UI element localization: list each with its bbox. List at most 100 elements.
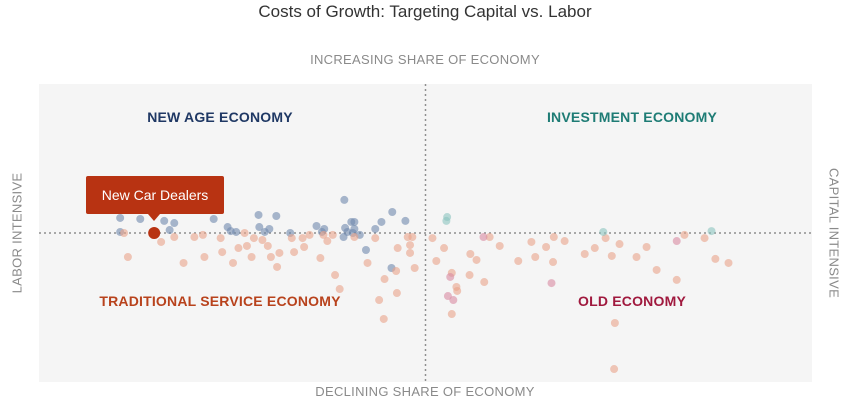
data-point-traditional[interactable] xyxy=(406,248,415,257)
data-point-traditional[interactable] xyxy=(190,233,199,242)
data-point-traditional[interactable] xyxy=(495,241,504,250)
data-point-old[interactable] xyxy=(479,233,488,242)
data-point-old[interactable] xyxy=(547,279,556,288)
data-point-traditional[interactable] xyxy=(724,258,733,267)
data-point-new-age[interactable] xyxy=(255,223,264,232)
data-point-traditional[interactable] xyxy=(601,234,610,243)
data-point-old[interactable] xyxy=(446,272,455,281)
data-point-traditional[interactable] xyxy=(580,250,589,259)
data-point-traditional[interactable] xyxy=(392,289,401,298)
data-point-traditional[interactable] xyxy=(531,252,540,261)
data-point-traditional[interactable] xyxy=(514,257,523,266)
data-point-traditional[interactable] xyxy=(157,237,166,246)
data-point-traditional[interactable] xyxy=(170,233,179,242)
data-point-new-age[interactable] xyxy=(160,216,169,225)
data-point-new-age[interactable] xyxy=(165,226,174,235)
data-point-new-age[interactable] xyxy=(272,212,281,221)
data-point-traditional[interactable] xyxy=(672,275,681,284)
data-point-old[interactable] xyxy=(443,292,452,301)
data-point-traditional[interactable] xyxy=(466,250,475,259)
data-point-traditional[interactable] xyxy=(240,229,249,237)
data-point-new-age[interactable] xyxy=(347,217,356,226)
data-point-traditional[interactable] xyxy=(410,264,419,273)
data-point-traditional[interactable] xyxy=(607,251,616,260)
data-point-traditional[interactable] xyxy=(323,237,332,246)
data-point-traditional[interactable] xyxy=(242,241,251,250)
data-point-traditional[interactable] xyxy=(447,310,456,319)
data-point-traditional[interactable] xyxy=(392,266,401,275)
data-point-new-age[interactable] xyxy=(312,221,321,230)
data-point-traditional[interactable] xyxy=(266,252,275,261)
data-point-traditional[interactable] xyxy=(632,252,641,261)
data-point-new-age[interactable] xyxy=(350,224,359,233)
data-point-traditional[interactable] xyxy=(375,296,384,305)
data-point-traditional[interactable] xyxy=(273,262,282,271)
data-point-traditional[interactable] xyxy=(615,240,624,249)
data-point-traditional[interactable] xyxy=(198,230,207,239)
data-point-new-age[interactable] xyxy=(209,214,218,223)
data-point-new-age[interactable] xyxy=(232,227,241,236)
data-point-traditional[interactable] xyxy=(350,233,359,242)
data-point-traditional[interactable] xyxy=(218,248,227,257)
data-point-new-age[interactable] xyxy=(377,217,386,226)
data-point-traditional[interactable] xyxy=(123,252,132,261)
data-point-traditional[interactable] xyxy=(120,229,129,237)
data-point-traditional[interactable] xyxy=(542,243,551,252)
data-point-traditional[interactable] xyxy=(275,248,284,257)
data-point-traditional[interactable] xyxy=(432,257,441,266)
data-point-traditional[interactable] xyxy=(465,271,474,280)
data-point-traditional[interactable] xyxy=(247,252,256,261)
data-point-new-age[interactable] xyxy=(339,233,348,242)
data-point-old[interactable] xyxy=(672,237,681,246)
data-point-traditional[interactable] xyxy=(363,258,372,267)
data-point-traditional[interactable] xyxy=(287,234,296,243)
data-point-new-age[interactable] xyxy=(136,214,145,223)
data-point-traditional[interactable] xyxy=(549,258,558,267)
data-point-new-age[interactable] xyxy=(170,219,179,228)
data-point-investment[interactable] xyxy=(599,227,608,236)
data-point-traditional[interactable] xyxy=(680,230,689,239)
data-point-traditional[interactable] xyxy=(335,285,344,294)
data-point-traditional[interactable] xyxy=(480,278,489,287)
data-point-traditional[interactable] xyxy=(379,314,388,323)
data-point-traditional[interactable] xyxy=(549,233,558,242)
data-point-traditional[interactable] xyxy=(298,234,307,243)
data-point-traditional[interactable] xyxy=(249,234,258,243)
data-point-traditional[interactable] xyxy=(428,234,437,243)
data-point-traditional[interactable] xyxy=(371,234,380,243)
data-point-investment[interactable] xyxy=(707,227,716,236)
data-point-new-age[interactable] xyxy=(340,195,349,204)
data-point-traditional[interactable] xyxy=(711,254,720,263)
data-point-traditional[interactable] xyxy=(229,258,238,267)
data-point-traditional[interactable] xyxy=(290,248,299,257)
data-point-new-age[interactable] xyxy=(254,210,263,219)
data-point-traditional[interactable] xyxy=(263,241,272,250)
data-point-traditional[interactable] xyxy=(652,265,661,274)
data-point-traditional[interactable] xyxy=(305,230,314,239)
data-point-traditional[interactable] xyxy=(472,255,481,264)
data-point-new-age[interactable] xyxy=(371,224,380,233)
data-point-traditional[interactable] xyxy=(200,252,209,261)
data-point-traditional[interactable] xyxy=(328,230,337,239)
data-point-new-age[interactable] xyxy=(388,207,397,216)
data-point-traditional[interactable] xyxy=(590,244,599,253)
data-point-traditional[interactable] xyxy=(485,233,494,242)
data-point-traditional[interactable] xyxy=(258,236,267,245)
data-point-investment[interactable] xyxy=(443,213,452,222)
data-point-traditional[interactable] xyxy=(700,234,709,243)
data-point-traditional[interactable] xyxy=(610,365,619,374)
data-point-traditional[interactable] xyxy=(319,230,328,239)
highlighted-data-point[interactable] xyxy=(148,227,161,239)
data-point-traditional[interactable] xyxy=(453,286,462,295)
data-point-traditional[interactable] xyxy=(300,243,309,252)
data-point-traditional[interactable] xyxy=(642,243,651,252)
data-point-traditional[interactable] xyxy=(179,258,188,267)
data-point-new-age[interactable] xyxy=(116,213,125,222)
data-point-traditional[interactable] xyxy=(403,233,412,242)
data-point-traditional[interactable] xyxy=(527,237,536,246)
data-point-traditional[interactable] xyxy=(216,234,225,243)
data-point-traditional[interactable] xyxy=(406,241,415,250)
data-point-new-age[interactable] xyxy=(401,216,410,225)
data-point-traditional[interactable] xyxy=(331,271,340,280)
data-point-traditional[interactable] xyxy=(610,318,619,327)
